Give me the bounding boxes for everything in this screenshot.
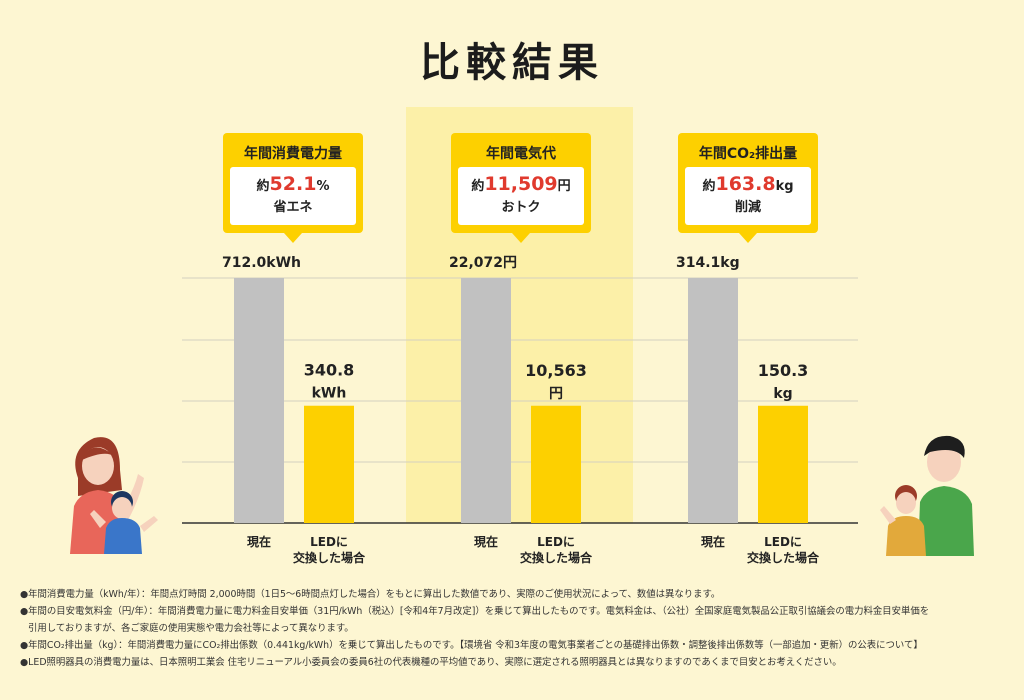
callout-body: 約163.8kg 削減 bbox=[685, 167, 811, 225]
callout-desc: 削減 bbox=[734, 200, 761, 215]
gridlines bbox=[182, 277, 858, 524]
callout-prefix: 約 bbox=[702, 179, 716, 194]
footnote: 引用しておりますが、各ご家庭の使用実態や電力会社等によって異なります。 bbox=[28, 623, 354, 634]
data-label-current: 314.1kg bbox=[676, 255, 740, 271]
data-label-led: 340.8 bbox=[304, 361, 355, 380]
page-title: 比較結果 bbox=[420, 40, 604, 86]
category-label: 交換した場合 bbox=[520, 550, 593, 565]
callout-value: 163.8 bbox=[715, 173, 776, 195]
callout-title: 年間CO₂排出量 bbox=[698, 146, 798, 162]
callout-value: 52.1 bbox=[269, 173, 317, 195]
father-child-illustration bbox=[880, 435, 974, 556]
footnote: ●年間の目安電気料金（円/年）：年間消費電力量に電力料金目安単価（31円/kWh… bbox=[20, 606, 930, 617]
footnote: ●年間消費電力量（kWh/年）：年間点灯時間 2,000時間（1日5〜6時間点灯… bbox=[20, 589, 721, 600]
bar-current bbox=[688, 278, 738, 523]
callout-unit: % bbox=[316, 179, 330, 194]
callout-unit: kg bbox=[775, 179, 794, 194]
callout-body: 約52.1% 省エネ bbox=[230, 167, 356, 225]
footnote: ●LED照明器具の消費電力量は、日本照明工業会 住宅リニューアル小委員会の委員6… bbox=[20, 657, 842, 668]
data-label-led-unit: 円 bbox=[549, 386, 563, 402]
callout-desc: おトク bbox=[501, 200, 541, 215]
bar-led bbox=[531, 405, 581, 523]
category-label: LEDに bbox=[310, 535, 348, 549]
data-label-led-unit: kg bbox=[773, 386, 792, 402]
category-label: LEDに bbox=[537, 535, 575, 549]
callout-unit: 円 bbox=[557, 179, 571, 194]
callout-title: 年間電気代 bbox=[486, 146, 556, 162]
bar-current bbox=[234, 278, 284, 523]
footnote: ●年間CO₂排出量（kg）：年間消費電力量にCO₂排出係数（0.441kg/kW… bbox=[20, 640, 923, 651]
callout-prefix: 約 bbox=[471, 179, 485, 194]
data-label-led: 150.3 bbox=[758, 361, 809, 380]
bar-current bbox=[461, 278, 511, 523]
bar-led bbox=[304, 405, 354, 523]
callout-desc: 省エネ bbox=[273, 200, 313, 215]
data-label-led-unit: kWh bbox=[312, 386, 347, 402]
callout-value: 11,509 bbox=[484, 173, 558, 195]
category-label: LEDに bbox=[764, 535, 802, 549]
data-label-current: 712.0kWh bbox=[222, 255, 301, 271]
bars bbox=[234, 278, 808, 523]
category-label: 現在 bbox=[701, 534, 725, 549]
bar-led bbox=[758, 405, 808, 523]
callout-energy: 年間消費電力量 約52.1% 省エネ bbox=[223, 133, 363, 243]
data-label-current: 22,072円 bbox=[449, 255, 517, 271]
category-label: 交換した場合 bbox=[293, 550, 366, 565]
category-label: 現在 bbox=[474, 534, 498, 549]
category-label: 交換した場合 bbox=[747, 550, 820, 565]
mother-child-illustration bbox=[70, 437, 158, 554]
callout-cost: 年間電気代 約11,509円 おトク bbox=[451, 133, 591, 243]
callout-prefix: 約 bbox=[256, 179, 270, 194]
category-label: 現在 bbox=[247, 534, 271, 549]
footnotes: ●年間消費電力量（kWh/年）：年間点灯時間 2,000時間（1日5〜6時間点灯… bbox=[20, 586, 1010, 671]
callout-co2: 年間CO₂排出量 約163.8kg 削減 bbox=[678, 133, 818, 243]
data-label-led: 10,563 bbox=[525, 361, 587, 380]
callout-title: 年間消費電力量 bbox=[244, 146, 342, 162]
callout-body: 約11,509円 おトク bbox=[458, 167, 584, 225]
